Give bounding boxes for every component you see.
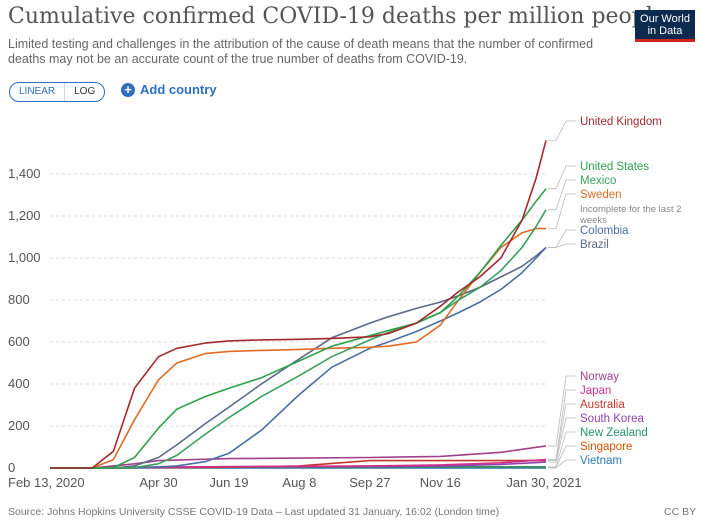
scale-toggle: LINEAR LOG <box>9 82 106 102</box>
series-label-australia: Australia <box>580 399 625 411</box>
leader-line <box>548 179 576 211</box>
leader-line <box>548 193 576 230</box>
license-link[interactable]: CC BY <box>664 506 697 518</box>
owid-logo[interactable]: Our World in Data <box>635 10 695 42</box>
leader-line <box>548 165 576 190</box>
series-line-united-states <box>50 188 547 469</box>
logo-line-2: in Data <box>647 25 683 37</box>
x-tick-label: Aug 8 <box>282 475 316 490</box>
leader-line <box>548 459 576 469</box>
leader-line <box>548 375 576 447</box>
series-label-united-kingdom: United Kingdom <box>580 116 662 128</box>
y-tick-label: 1,000 <box>8 250 41 265</box>
chart-subtitle: Limited testing and challenges in the at… <box>8 37 594 66</box>
leader-line <box>548 120 576 141</box>
leader-line <box>548 389 576 461</box>
series-label-new-zealand: New Zealand <box>580 427 648 439</box>
source-note[interactable]: Source: Johns Hopkins University CSSE CO… <box>8 506 500 518</box>
series-labels: United Kingdom United States Mexico Sweden C… <box>548 116 681 469</box>
series-line-norway <box>50 445 547 469</box>
series-label-united-states: United States <box>580 161 649 173</box>
add-country-label: Add country <box>140 82 217 97</box>
logo-line-1: Our World <box>640 13 690 25</box>
y-tick-label: 600 <box>8 334 30 349</box>
x-tick-label: Nov 16 <box>420 475 461 490</box>
y-tick-label: 0 <box>8 460 15 475</box>
series-label-brazil: Brazil <box>580 239 609 251</box>
series-line-united-kingdom <box>50 140 547 469</box>
series-label-norway: Norway <box>580 371 619 383</box>
series-label-japan: Japan <box>580 385 611 397</box>
y-tick-label: 200 <box>8 418 30 433</box>
x-tick-label: Jan 30, 2021 <box>506 475 581 490</box>
sweden-annotation-cont: weeks <box>579 215 607 226</box>
series-lines <box>50 140 547 469</box>
x-tick-label: Jun 19 <box>209 475 248 490</box>
x-tick-label: Feb 13, 2020 <box>8 475 85 490</box>
linear-scale-button[interactable]: LINEAR <box>10 83 66 101</box>
series-line-colombia <box>50 246 547 469</box>
leader-line <box>548 417 576 463</box>
log-scale-button[interactable]: LOG <box>74 86 96 97</box>
x-axis: Feb 13, 2020 Apr 30 Jun 19 Aug 8 Sep 27 Nov 1… <box>8 475 582 490</box>
page-title: Cumulative confirmed COVID-19 deaths per… <box>8 4 666 29</box>
sweden-annotation: Incomplete for the last 2 <box>580 204 681 215</box>
x-tick-label: Apr 30 <box>139 475 177 490</box>
series-line-sweden <box>50 227 546 469</box>
series-label-mexico: Mexico <box>580 175 616 187</box>
leader-line <box>548 403 576 461</box>
y-tick-label: 1,400 <box>8 166 41 181</box>
y-tick-label: 1,200 <box>8 208 41 223</box>
grid-lines: 0 200 400 600 800 1,000 1,200 1,400 <box>8 166 546 475</box>
plus-circle-icon: + <box>121 82 135 97</box>
series-label-south-korea: South Korea <box>580 413 645 425</box>
leader-line <box>548 243 576 248</box>
series-label-colombia: Colombia <box>580 225 629 237</box>
series-label-singapore: Singapore <box>580 441 632 453</box>
x-tick-label: Sep 27 <box>349 475 390 490</box>
series-label-vietnam: Vietnam <box>580 455 622 467</box>
leader-line <box>548 229 576 248</box>
y-tick-label: 400 <box>8 376 30 391</box>
series-label-sweden: Sweden <box>580 189 622 201</box>
leader-line <box>548 445 576 468</box>
series-line-mexico <box>50 209 547 469</box>
y-tick-label: 800 <box>8 292 30 307</box>
add-country-button[interactable]: + Add country <box>121 82 217 97</box>
logo-bar <box>635 39 695 42</box>
